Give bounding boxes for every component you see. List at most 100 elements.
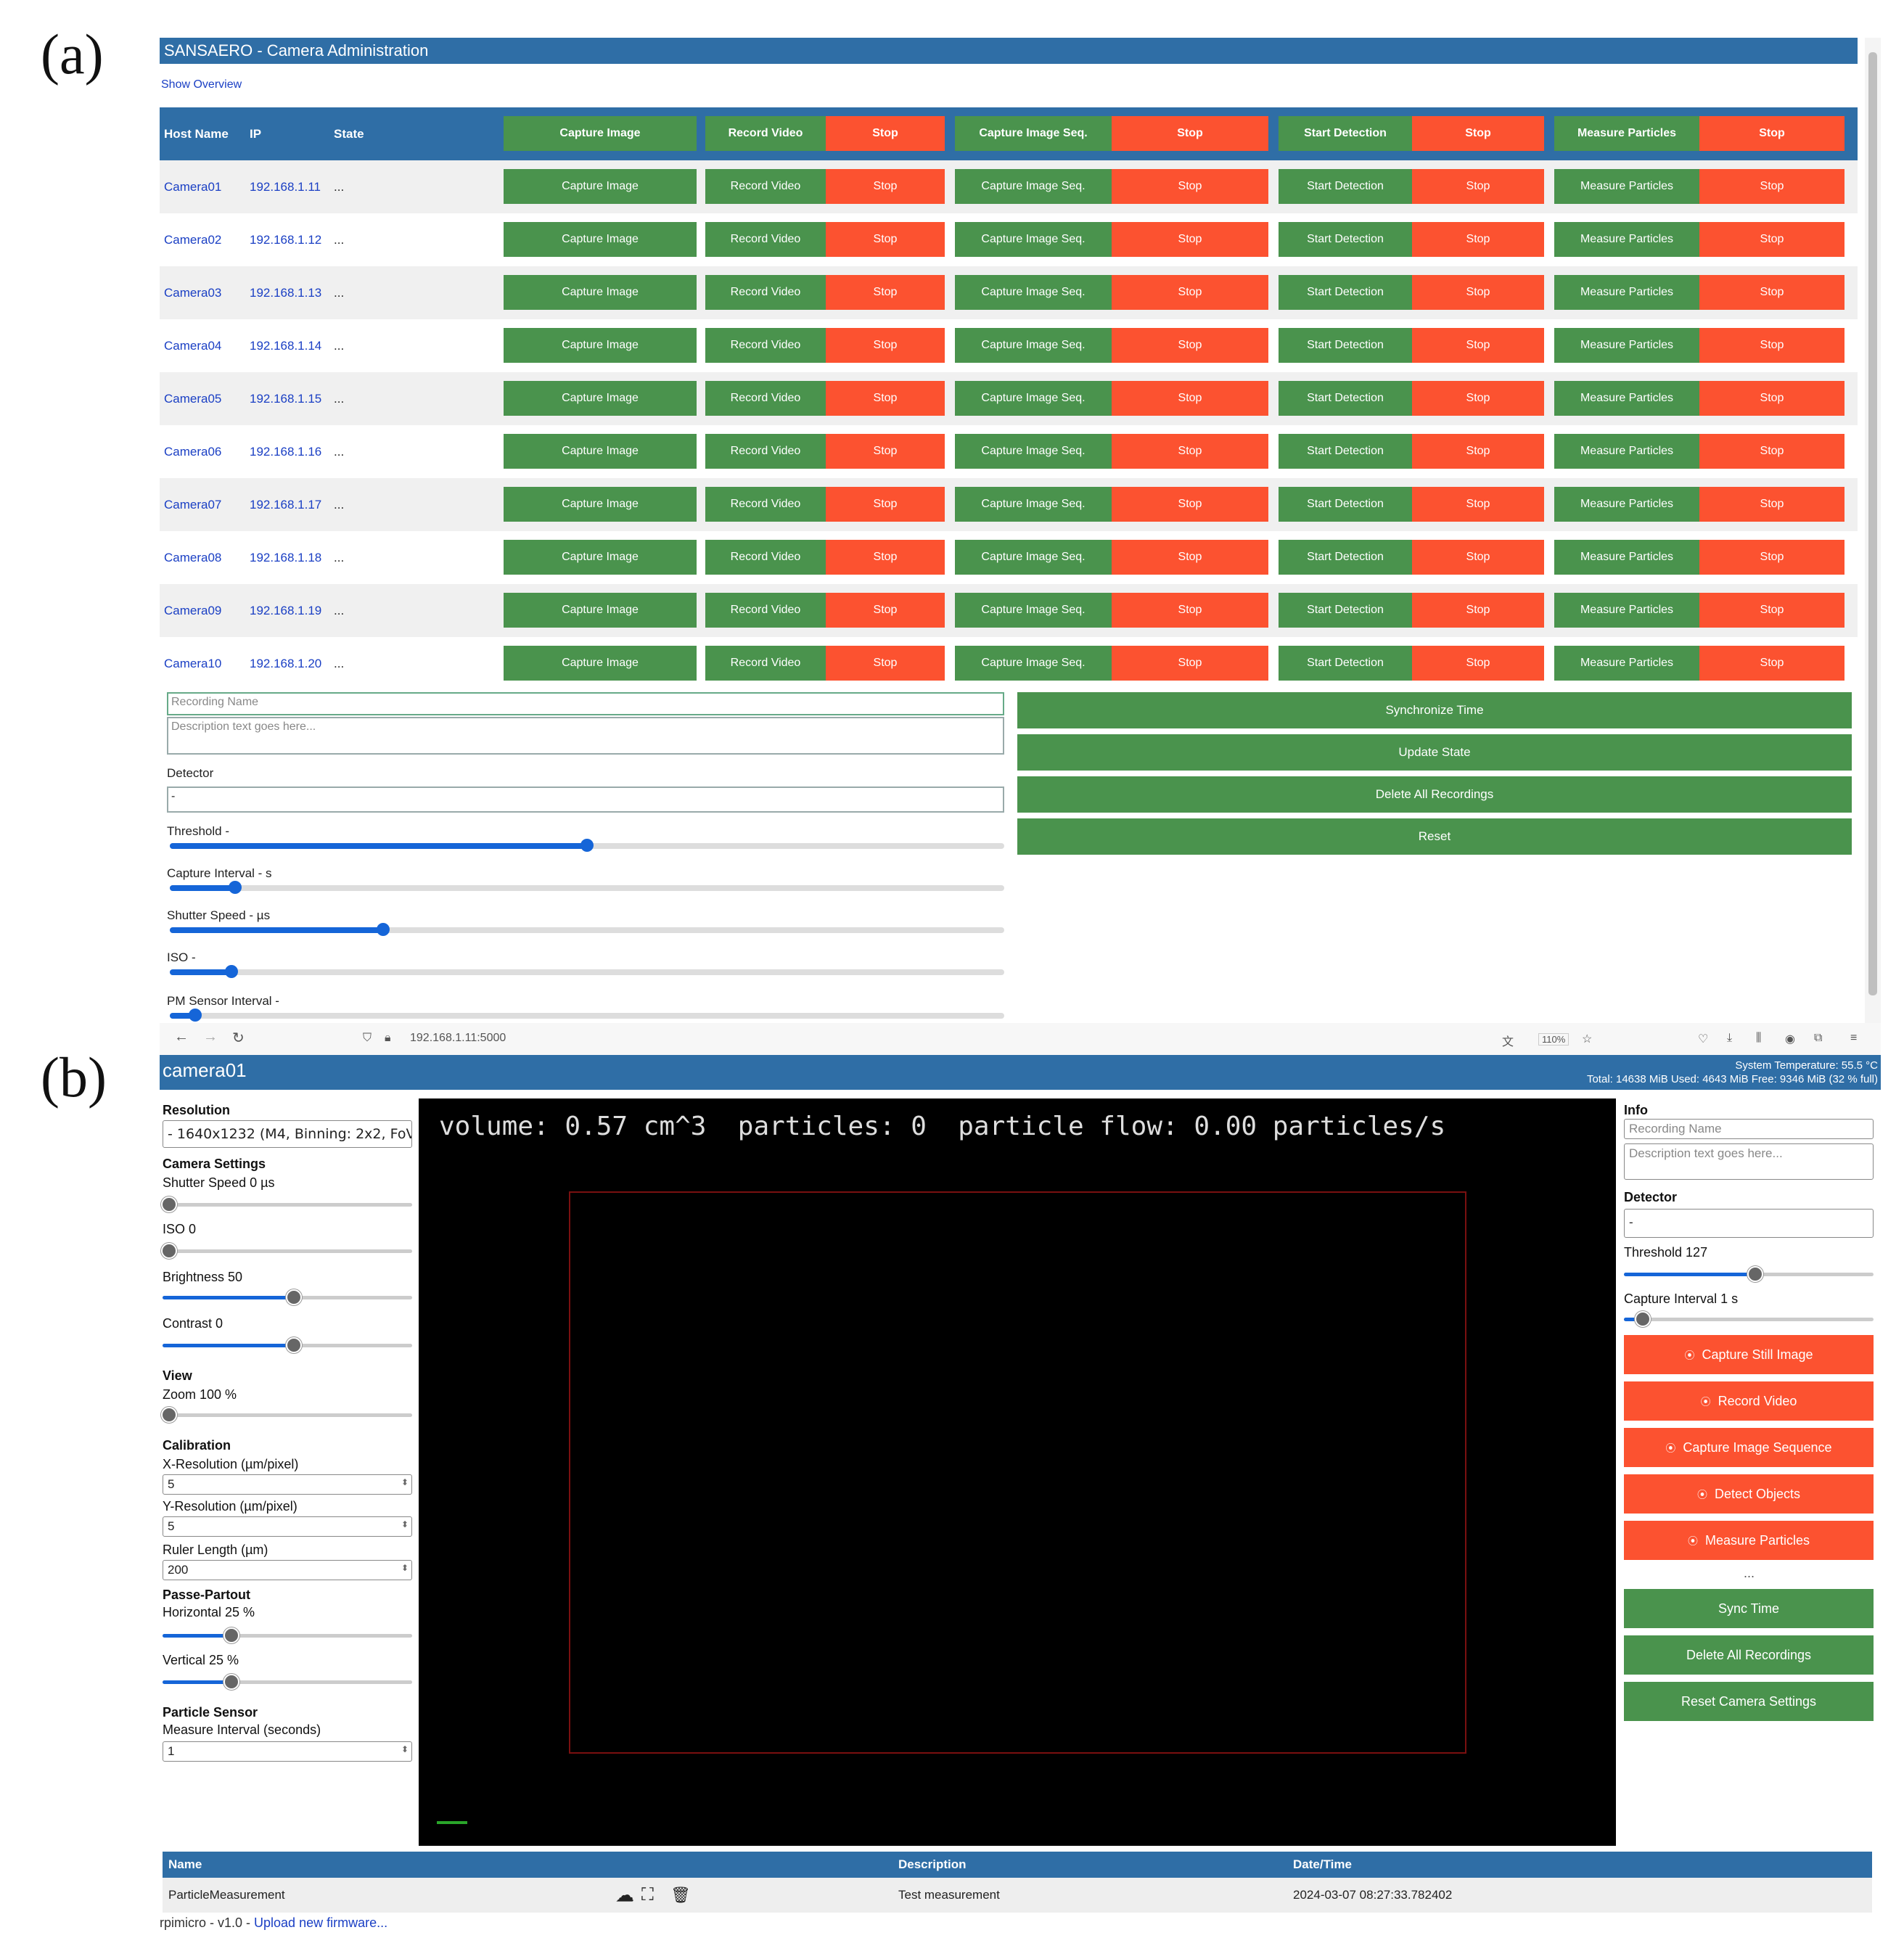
cam-measure-particles-button-7[interactable]: Measure Particles xyxy=(1554,434,1699,469)
slider-knob[interactable] xyxy=(161,1243,177,1259)
slider-knob[interactable] xyxy=(286,1289,302,1305)
slider-knob[interactable] xyxy=(161,1196,177,1212)
cam-capture-image-button-0[interactable]: Capture Image xyxy=(504,540,697,575)
cam-capture-seq-button-3[interactable]: Capture Image Seq. xyxy=(955,593,1112,628)
cam-capture-image-button-0[interactable]: Capture Image xyxy=(504,434,697,469)
account-icon[interactable]: ◉ xyxy=(1785,1033,1795,1046)
cam-stop-button-4[interactable]: Stop xyxy=(1112,593,1268,628)
all-measure-particles-button-7[interactable]: Measure Particles xyxy=(1554,116,1699,151)
vertical-slider[interactable] xyxy=(163,1674,412,1690)
horizontal-slider[interactable] xyxy=(163,1627,412,1643)
camera-preview[interactable]: volume: 0.57 cm^3 particles: 0 particle … xyxy=(419,1098,1616,1846)
recording-name-input[interactable]: Recording Name xyxy=(1624,1119,1874,1139)
slider-knob[interactable] xyxy=(580,839,594,852)
resolution-select[interactable]: - 1640x1232 (M4, Binning: 2x2, FoV: xyxy=(163,1120,412,1148)
cam-measure-particles-button-7[interactable]: Measure Particles xyxy=(1554,169,1699,204)
slider-knob[interactable] xyxy=(189,1009,202,1022)
action-button-sync-time[interactable]: Sync Time xyxy=(1624,1589,1874,1628)
camera-host-link[interactable]: Camera10 xyxy=(164,657,222,670)
iso-slider[interactable] xyxy=(161,1243,412,1259)
all-stop-button-8[interactable]: Stop xyxy=(1699,116,1844,151)
slider-knob[interactable] xyxy=(225,965,238,978)
action-button-reset-camera-settings[interactable]: Reset Camera Settings xyxy=(1624,1682,1874,1721)
cam-capture-seq-button-3[interactable]: Capture Image Seq. xyxy=(955,381,1112,416)
cam-stop-button-2[interactable]: Stop xyxy=(826,434,945,469)
camera-host-link[interactable]: Camera03 xyxy=(164,286,222,300)
settings-slider-2[interactable] xyxy=(170,923,1004,936)
cam-stop-button-4[interactable]: Stop xyxy=(1112,222,1268,257)
cam-capture-seq-button-3[interactable]: Capture Image Seq. xyxy=(955,487,1112,522)
cam-stop-button-4[interactable]: Stop xyxy=(1112,434,1268,469)
cam-start-detection-button-5[interactable]: Start Detection xyxy=(1279,646,1412,681)
cam-measure-particles-button-7[interactable]: Measure Particles xyxy=(1554,222,1699,257)
cam-record-video-button-1[interactable]: Record Video xyxy=(705,593,826,628)
cam-stop-button-4[interactable]: Stop xyxy=(1112,275,1268,310)
cam-stop-button-2[interactable]: Stop xyxy=(826,593,945,628)
all-start-detection-button-5[interactable]: Start Detection xyxy=(1279,116,1412,151)
cam-capture-image-button-0[interactable]: Capture Image xyxy=(504,646,697,681)
settings-slider-0[interactable] xyxy=(170,839,1004,852)
action-button-capture-image-sequence[interactable]: ⦿ Capture Image Sequence xyxy=(1624,1428,1874,1467)
cam-capture-image-button-0[interactable]: Capture Image xyxy=(504,328,697,363)
cam-capture-image-button-0[interactable]: Capture Image xyxy=(504,593,697,628)
y-resolution-input[interactable]: 5 ⬍ xyxy=(163,1516,412,1537)
show-overview-link[interactable]: Show Overview xyxy=(161,78,242,91)
back-icon[interactable]: ← xyxy=(174,1029,189,1045)
cam-stop-button-4[interactable]: Stop xyxy=(1112,328,1268,363)
cam-record-video-button-1[interactable]: Record Video xyxy=(705,540,826,575)
translate-icon[interactable]: 文 xyxy=(1502,1036,1514,1048)
cam-capture-image-button-0[interactable]: Capture Image xyxy=(504,381,697,416)
pocket-icon[interactable]: ♡ xyxy=(1698,1033,1709,1046)
cam-measure-particles-button-7[interactable]: Measure Particles xyxy=(1554,646,1699,681)
cam-stop-button-6[interactable]: Stop xyxy=(1412,593,1544,628)
cam-start-detection-button-5[interactable]: Start Detection xyxy=(1279,540,1412,575)
action-button-synchronize-time[interactable]: Synchronize Time xyxy=(1017,692,1852,728)
cam-stop-button-8[interactable]: Stop xyxy=(1699,222,1844,257)
action-button-delete-all-recordings[interactable]: Delete All Recordings xyxy=(1624,1635,1874,1675)
contrast-slider[interactable] xyxy=(163,1337,412,1353)
cam-start-detection-button-5[interactable]: Start Detection xyxy=(1279,328,1412,363)
cam-stop-button-8[interactable]: Stop xyxy=(1699,275,1844,310)
description-input[interactable]: Description text goes here... xyxy=(1624,1143,1874,1180)
cam-stop-button-2[interactable]: Stop xyxy=(826,222,945,257)
cam-stop-button-2[interactable]: Stop xyxy=(826,328,945,363)
recording-name-input[interactable]: Recording Name xyxy=(167,692,1004,715)
description-input[interactable]: Description text goes here... xyxy=(167,717,1004,755)
view-icon[interactable]: ⛶ xyxy=(641,1885,654,1905)
cam-stop-button-2[interactable]: Stop xyxy=(826,381,945,416)
cam-start-detection-button-5[interactable]: Start Detection xyxy=(1279,434,1412,469)
cam-capture-image-button-0[interactable]: Capture Image xyxy=(504,169,697,204)
cam-record-video-button-1[interactable]: Record Video xyxy=(705,646,826,681)
cam-capture-image-button-0[interactable]: Capture Image xyxy=(504,487,697,522)
cam-measure-particles-button-7[interactable]: Measure Particles xyxy=(1554,593,1699,628)
cam-stop-button-8[interactable]: Stop xyxy=(1699,381,1844,416)
cam-stop-button-8[interactable]: Stop xyxy=(1699,593,1844,628)
scrollbar-thumb[interactable] xyxy=(1868,52,1877,995)
cam-stop-button-8[interactable]: Stop xyxy=(1699,434,1844,469)
extensions-icon[interactable]: ⧉ xyxy=(1814,1032,1823,1044)
cam-start-detection-button-5[interactable]: Start Detection xyxy=(1279,487,1412,522)
cam-record-video-button-1[interactable]: Record Video xyxy=(705,434,826,469)
detector-select[interactable]: - xyxy=(1624,1209,1874,1238)
detector-select[interactable]: - xyxy=(167,787,1004,813)
spinner-icon[interactable]: ⬍ xyxy=(401,1519,409,1529)
cam-stop-button-6[interactable]: Stop xyxy=(1412,275,1544,310)
spinner-icon[interactable]: ⬍ xyxy=(401,1563,409,1573)
cam-stop-button-8[interactable]: Stop xyxy=(1699,328,1844,363)
cam-capture-seq-button-3[interactable]: Capture Image Seq. xyxy=(955,275,1112,310)
upload-firmware-link[interactable]: Upload new firmware... xyxy=(254,1915,388,1930)
cam-capture-seq-button-3[interactable]: Capture Image Seq. xyxy=(955,328,1112,363)
action-button-capture-still-image[interactable]: ⦿ Capture Still Image xyxy=(1624,1335,1874,1374)
camera-host-link[interactable]: Camera09 xyxy=(164,604,222,617)
cam-stop-button-6[interactable]: Stop xyxy=(1412,169,1544,204)
action-button-update-state[interactable]: Update State xyxy=(1017,734,1852,771)
capture-interval-slider[interactable] xyxy=(1624,1311,1874,1327)
settings-slider-4[interactable] xyxy=(170,1009,1004,1022)
cam-stop-button-6[interactable]: Stop xyxy=(1412,540,1544,575)
cam-stop-button-4[interactable]: Stop xyxy=(1112,540,1268,575)
cam-capture-seq-button-3[interactable]: Capture Image Seq. xyxy=(955,646,1112,681)
forward-icon[interactable]: → xyxy=(203,1029,218,1045)
camera-host-link[interactable]: Camera08 xyxy=(164,551,222,564)
cam-measure-particles-button-7[interactable]: Measure Particles xyxy=(1554,540,1699,575)
cam-record-video-button-1[interactable]: Record Video xyxy=(705,487,826,522)
